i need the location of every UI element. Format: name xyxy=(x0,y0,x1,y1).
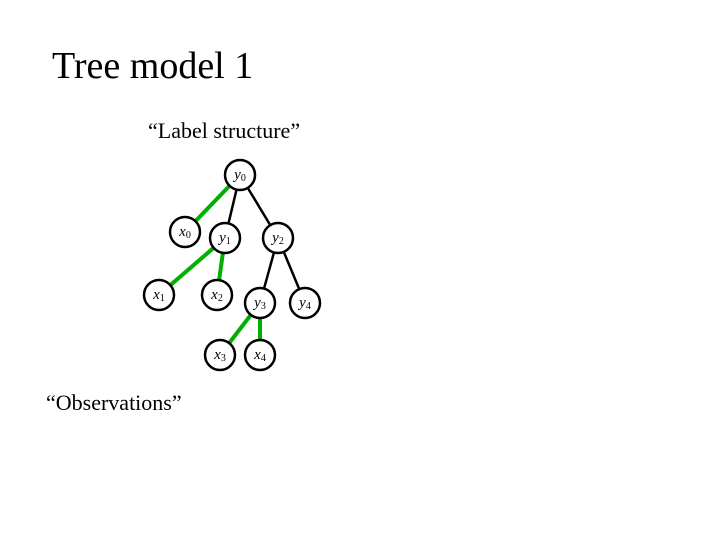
tree-edge xyxy=(284,252,299,289)
obs-edge xyxy=(219,253,223,280)
tree-diagram: y0y1y2y3y4x0x1x2x3x4 xyxy=(0,0,720,540)
obs-edge xyxy=(195,186,229,221)
obs-edge xyxy=(170,248,213,285)
tree-edge xyxy=(264,252,274,288)
tree-edge xyxy=(248,188,271,225)
tree-edge xyxy=(228,190,236,224)
obs-edge xyxy=(229,315,251,343)
